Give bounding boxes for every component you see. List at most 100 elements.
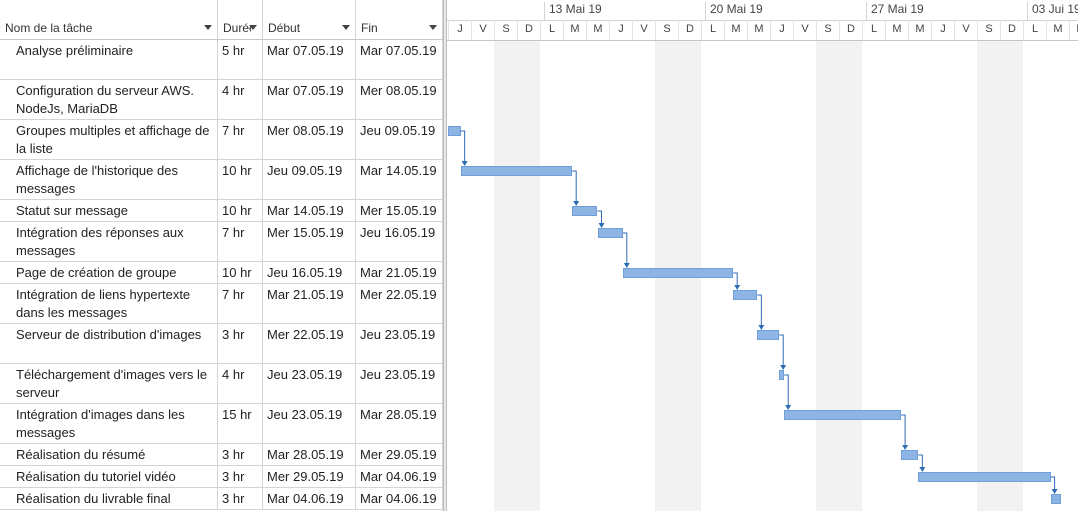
dependency-links (460, 130, 1058, 494)
gantt-bar[interactable] (448, 126, 461, 136)
task-end-cell[interactable]: Mar 04.06.19 (356, 466, 443, 487)
dependency-link (460, 130, 466, 162)
column-header-start[interactable]: Début (263, 0, 356, 40)
task-start-cell[interactable]: Mar 28.05.19 (263, 444, 356, 465)
task-start-cell[interactable]: Jeu 16.05.19 (263, 262, 356, 283)
column-header-end[interactable]: Fin (356, 0, 443, 40)
task-start-cell[interactable]: Jeu 23.05.19 (263, 404, 356, 443)
task-duration-cell[interactable]: 4 hr (218, 364, 263, 403)
task-name-cell[interactable]: Analyse préliminaire (0, 40, 218, 79)
task-end-cell[interactable]: Mer 29.05.19 (356, 444, 443, 465)
task-duration-cell[interactable]: 3 hr (218, 488, 263, 509)
gantt-bar[interactable] (1050, 494, 1061, 504)
day-label: S (816, 20, 839, 40)
task-row[interactable]: Intégration d'images dans les messages 1… (0, 404, 447, 444)
task-duration-cell[interactable]: 7 hr (218, 120, 263, 159)
task-name-cell[interactable]: Réalisation du livrable final (0, 488, 218, 509)
gantt-bar[interactable] (572, 206, 598, 216)
task-duration-cell[interactable]: 15 hr (218, 404, 263, 443)
task-name-cell[interactable]: Statut sur message (0, 200, 218, 221)
task-row[interactable]: Intégration de liens hypertexte dans les… (0, 284, 447, 324)
task-start-cell[interactable]: Mar 04.06.19 (263, 488, 356, 509)
gantt-bar[interactable] (918, 472, 1051, 482)
task-row[interactable]: Réalisation du résumé 3 hr Mar 28.05.19 … (0, 444, 447, 466)
task-end-cell[interactable]: Mer 08.05.19 (356, 80, 443, 119)
task-end-cell[interactable]: Mar 07.05.19 (356, 40, 443, 79)
task-name-cell[interactable]: Affichage de l'historique des messages (0, 160, 218, 199)
task-name-cell[interactable]: Configuration du serveur AWS. NodeJs, Ma… (0, 80, 218, 119)
task-end-cell[interactable]: Mer 22.05.19 (356, 284, 443, 323)
gantt-bar[interactable] (901, 450, 919, 460)
task-end-cell[interactable]: Jeu 09.05.19 (356, 120, 443, 159)
task-duration-cell[interactable]: 3 hr (218, 324, 263, 363)
task-row[interactable]: Intégration des réponses aux messages 7 … (0, 222, 447, 262)
task-end-cell[interactable]: Jeu 23.05.19 (356, 324, 443, 363)
task-row[interactable]: Statut sur message 10 hr Mar 14.05.19 Me… (0, 200, 447, 222)
task-start-cell[interactable]: Mer 15.05.19 (263, 222, 356, 261)
task-end-cell[interactable]: Mar 14.05.19 (356, 160, 443, 199)
task-row[interactable]: Affichage de l'historique des messages 1… (0, 160, 447, 200)
dropdown-arrow-icon[interactable] (342, 25, 350, 30)
gantt-bar[interactable] (597, 228, 623, 238)
task-duration-cell[interactable]: 3 hr (218, 466, 263, 487)
column-header-task-name[interactable]: Nom de la tâche (0, 0, 218, 40)
task-start-cell[interactable]: Mar 14.05.19 (263, 200, 356, 221)
pane-splitter[interactable] (443, 0, 447, 511)
task-row[interactable]: Analyse préliminaire 5 hr Mar 07.05.19 M… (0, 40, 447, 80)
task-end-cell[interactable]: Jeu 23.05.19 (356, 364, 443, 403)
task-start-cell[interactable]: Jeu 23.05.19 (263, 364, 356, 403)
task-end-cell[interactable]: Mer 15.05.19 (356, 200, 443, 221)
dropdown-arrow-icon[interactable] (204, 25, 212, 30)
task-row[interactable]: Page de création de groupe 10 hr Jeu 16.… (0, 262, 447, 284)
task-start-cell[interactable]: Mar 07.05.19 (263, 40, 356, 79)
gantt-bar[interactable] (460, 166, 573, 176)
task-duration-cell[interactable]: 3 hr (218, 444, 263, 465)
task-start-cell[interactable]: Mer 08.05.19 (263, 120, 356, 159)
dropdown-arrow-icon[interactable] (429, 25, 437, 30)
task-duration-cell[interactable]: 4 hr (218, 80, 263, 119)
task-name-cell[interactable]: Réalisation du tutoriel vidéo (0, 466, 218, 487)
task-name-cell[interactable]: Intégration de liens hypertexte dans les… (0, 284, 218, 323)
task-duration-cell[interactable]: 10 hr (218, 262, 263, 283)
task-row[interactable]: Groupes multiples et affichage de la lis… (0, 120, 447, 160)
task-duration-cell[interactable]: 10 hr (218, 200, 263, 221)
gantt-bar[interactable] (622, 268, 734, 278)
task-duration-cell[interactable]: 5 hr (218, 40, 263, 79)
task-duration-cell[interactable]: 7 hr (218, 284, 263, 323)
task-row[interactable]: Réalisation du tutoriel vidéo 3 hr Mer 2… (0, 466, 447, 488)
task-start-cell[interactable]: Mar 07.05.19 (263, 80, 356, 119)
column-header-duration[interactable]: Durée (218, 0, 263, 40)
task-start-cell[interactable]: Mar 21.05.19 (263, 284, 356, 323)
gantt-bar[interactable] (779, 370, 785, 380)
task-end-cell[interactable]: Mar 28.05.19 (356, 404, 443, 443)
task-name-cell[interactable]: Page de création de groupe (0, 262, 218, 283)
task-row[interactable]: Serveur de distribution d'images 3 hr Me… (0, 324, 447, 364)
task-end-cell[interactable]: Mar 04.06.19 (356, 488, 443, 509)
task-start-cell[interactable]: Jeu 09.05.19 (263, 160, 356, 199)
task-name-cell[interactable]: Groupes multiples et affichage de la lis… (0, 120, 218, 159)
dependency-link (572, 170, 577, 202)
gantt-bar[interactable] (757, 330, 780, 340)
task-start-cell[interactable]: Mer 22.05.19 (263, 324, 356, 363)
gantt-bar[interactable] (783, 410, 902, 420)
task-duration-cell[interactable]: 7 hr (218, 222, 263, 261)
day-label: L (540, 20, 563, 40)
dropdown-arrow-icon[interactable] (249, 25, 257, 30)
task-start-cell[interactable]: Mer 29.05.19 (263, 466, 356, 487)
task-duration-cell[interactable]: 10 hr (218, 160, 263, 199)
task-name-cell[interactable]: Intégration d'images dans les messages (0, 404, 218, 443)
dependency-link (784, 374, 789, 406)
task-name-cell[interactable]: Réalisation du résumé (0, 444, 218, 465)
gantt-bar[interactable] (733, 290, 758, 300)
task-name-cell[interactable]: Serveur de distribution d'images (0, 324, 218, 363)
gantt-chart[interactable]: 13 Mai 19 20 Mai 19 27 Mai 19 03 Jui 19 … (447, 0, 1078, 511)
task-end-cell[interactable]: Jeu 16.05.19 (356, 222, 443, 261)
task-row[interactable]: Réalisation du livrable final 3 hr Mar 0… (0, 488, 447, 510)
task-name-cell[interactable]: Intégration des réponses aux messages (0, 222, 218, 261)
task-row[interactable]: Téléchargement d'images vers le serveur … (0, 364, 447, 404)
task-name-cell[interactable]: Téléchargement d'images vers le serveur (0, 364, 218, 403)
task-row[interactable]: Configuration du serveur AWS. NodeJs, Ma… (0, 80, 447, 120)
task-end-cell[interactable]: Mar 21.05.19 (356, 262, 443, 283)
day-label: M (908, 20, 931, 40)
day-label: V (954, 20, 977, 40)
